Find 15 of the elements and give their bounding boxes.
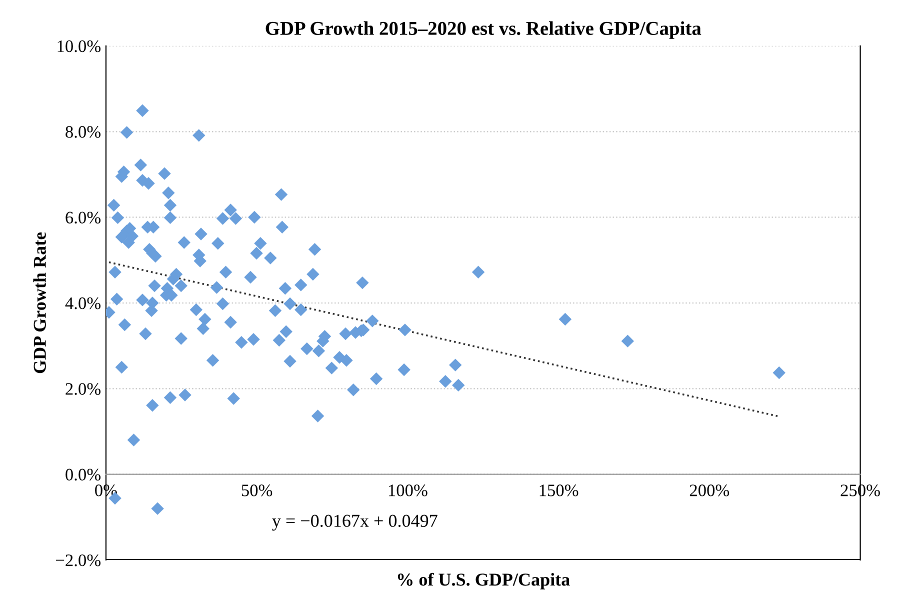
annotation: y = −0.0167x + 0.0497 — [272, 514, 438, 531]
y-tick-label: 6.0% — [66, 212, 101, 224]
y-tick-label: 8.0% — [66, 126, 101, 138]
x-tick-label: 150% — [540, 484, 578, 496]
y-tick-label: 0.0% — [66, 468, 101, 481]
x-tick-label: 100% — [388, 484, 428, 496]
x-tick-label: 200% — [690, 484, 730, 496]
y-tick-label: 2.0% — [66, 383, 101, 395]
y-tick-label: −2.0% — [56, 554, 101, 566]
x-tick-label: 50% — [242, 484, 272, 496]
x-axis-title: % of U.S. GDP/Capita — [398, 572, 570, 590]
y-axis-title: GDP Growth Rate — [33, 232, 46, 374]
chart-title: GDP Growth 2015–2020 est vs. Relative GDP/Capita — [266, 21, 702, 39]
y-tick-label: 10.0% — [58, 40, 101, 52]
y-tick-label: 4.0% — [65, 297, 101, 310]
